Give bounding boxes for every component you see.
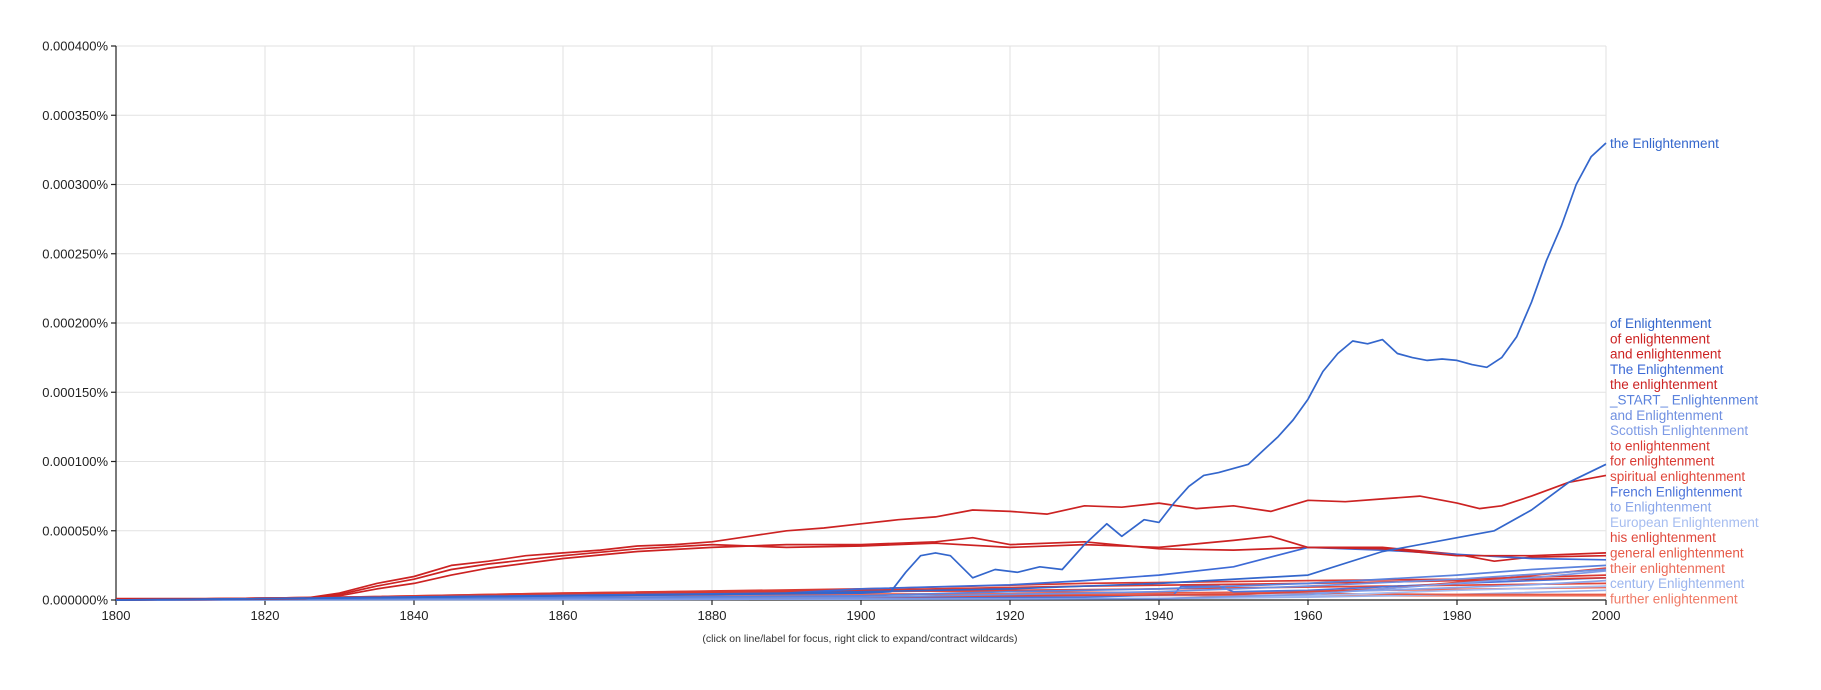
series-label[interactable]: the enlightenment [1610, 377, 1718, 392]
series-label[interactable]: of enlightenment [1610, 331, 1710, 346]
y-tick-label: 0.000200% [42, 316, 108, 331]
x-tick-label: 2000 [1592, 608, 1621, 623]
series-label[interactable]: European Enlightenment [1610, 515, 1759, 530]
series-label[interactable]: century Enlightenment [1610, 576, 1745, 591]
x-tick-label: 1800 [102, 608, 131, 623]
series-label[interactable]: spiritual enlightenment [1610, 469, 1745, 484]
series-label[interactable]: their enlightenment [1610, 561, 1725, 576]
series-line[interactable] [115, 463, 1607, 601]
series-label[interactable]: and enlightenment [1610, 347, 1721, 362]
series-label[interactable]: his enlightenment [1610, 530, 1716, 545]
x-tick-label: 1960 [1294, 608, 1323, 623]
x-tick-label: 1860 [549, 608, 578, 623]
chart-hint: (click on line/label for focus, right cl… [702, 633, 1017, 645]
x-tick-label: 1840 [400, 608, 429, 623]
series-label[interactable]: further enlightenment [1610, 591, 1738, 606]
series-label[interactable]: and Enlightenment [1610, 408, 1723, 423]
y-tick-label: 0.000100% [42, 454, 108, 469]
x-tick-label: 1820 [251, 608, 280, 623]
x-tick-label: 1900 [847, 608, 876, 623]
x-tick-label: 1940 [1145, 608, 1174, 623]
series-label[interactable]: to Enlightenment [1610, 500, 1712, 515]
x-tick-label: 1920 [996, 608, 1025, 623]
y-tick-label: 0.000400% [42, 39, 108, 54]
series-line[interactable] [116, 474, 1607, 600]
series-label[interactable]: general enlightenment [1610, 546, 1744, 561]
series-label[interactable]: Scottish Enlightenment [1610, 423, 1748, 438]
series-label[interactable]: _START_ Enlightenment [1609, 393, 1758, 408]
series-line[interactable] [115, 570, 1607, 601]
series-label[interactable]: of Enlightenment [1610, 316, 1712, 331]
series-label[interactable]: to enlightenment [1610, 438, 1710, 453]
y-tick-label: 0.000150% [42, 385, 108, 400]
series-label[interactable]: the Enlightenment [1610, 136, 1719, 151]
series-line[interactable] [115, 546, 1607, 601]
y-tick-label: 0.000350% [42, 108, 108, 123]
series-label[interactable]: for enlightenment [1610, 454, 1715, 469]
grid [115, 45, 1607, 601]
series-line[interactable] [115, 564, 1607, 601]
axes: 0.000000% 0.000050% 0.000100% 0.000150% 0.00… [42, 39, 1620, 624]
y-tick-label: 0.000050% [42, 523, 108, 538]
series-line[interactable] [115, 142, 1607, 601]
series-lines[interactable] [115, 142, 1607, 601]
series-line[interactable] [115, 535, 1607, 601]
y-tick-label: 0.000000% [42, 593, 108, 608]
series-label[interactable]: French Enlightenment [1610, 484, 1742, 499]
y-tick-label: 0.000250% [42, 246, 108, 261]
x-tick-label: 1880 [698, 608, 727, 623]
x-tick-label: 1980 [1443, 608, 1472, 623]
y-tick-label: 0.000300% [42, 177, 108, 192]
series-label[interactable]: The Enlightenment [1610, 362, 1724, 377]
series-line[interactable] [115, 568, 1607, 601]
